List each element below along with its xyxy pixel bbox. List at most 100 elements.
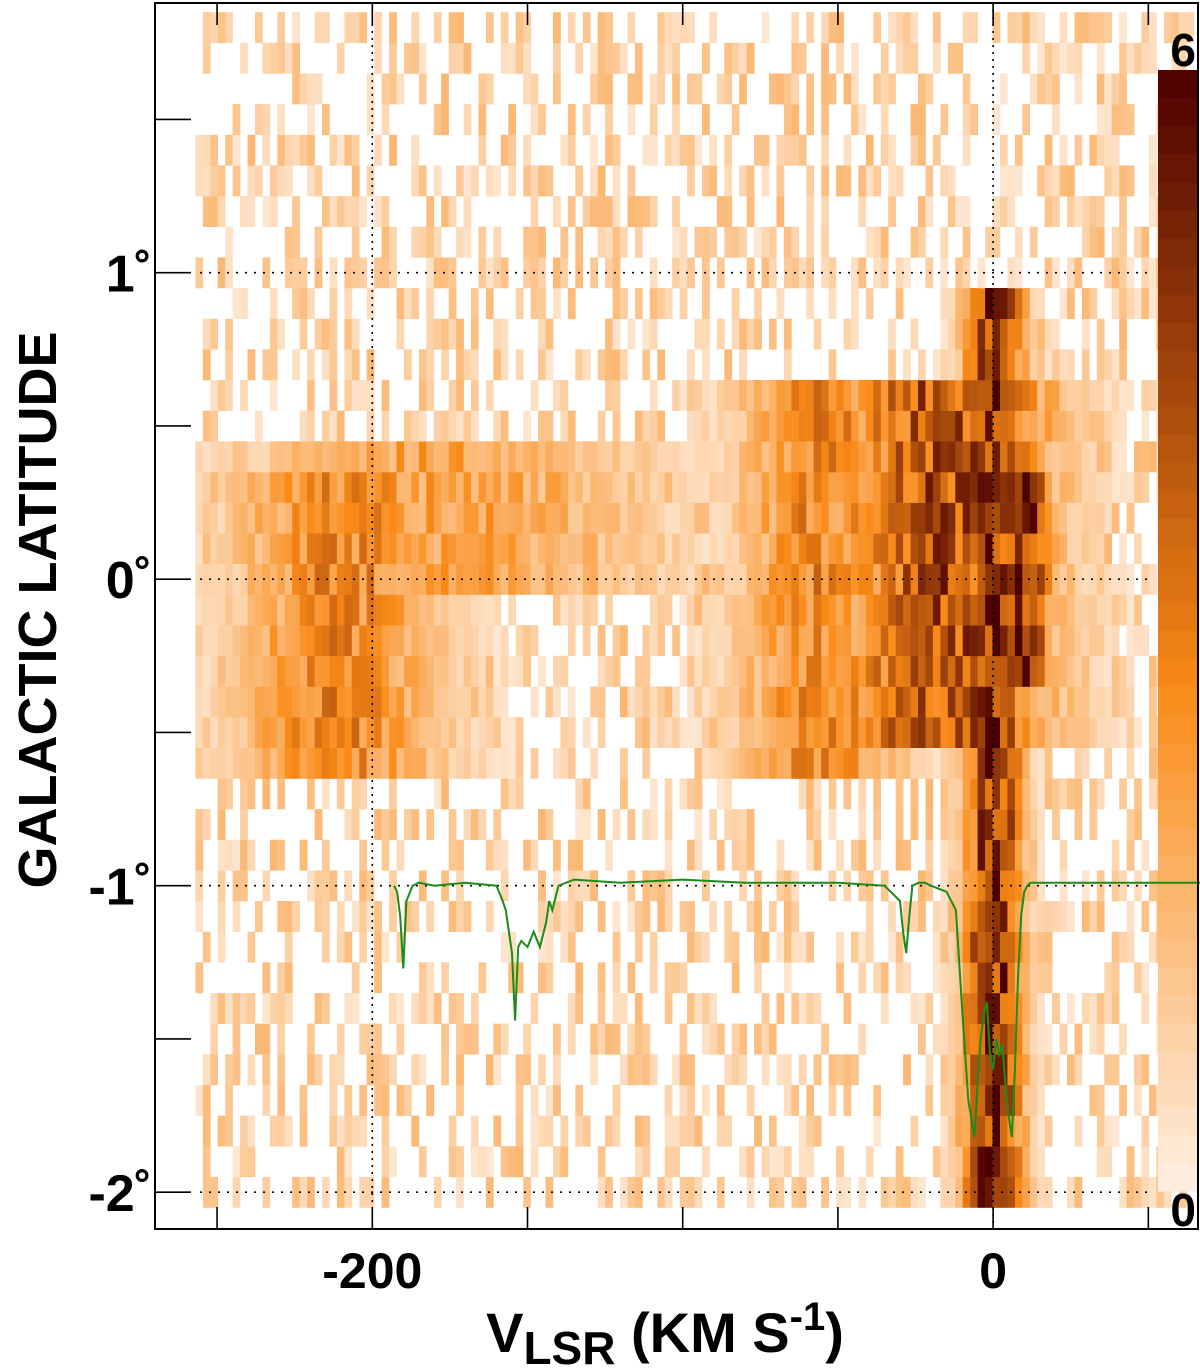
heatmap-cell [292,502,300,534]
heatmap-cell [1052,778,1060,810]
heatmap-cell [471,441,479,473]
heatmap-cell [851,563,859,595]
heatmap-cell [336,747,345,779]
heatmap-cell [754,717,762,748]
heatmap-cell [441,502,449,534]
heatmap-cell [299,471,308,503]
heatmap-cell [985,870,993,902]
heatmap-cell [754,655,762,687]
heatmap-cell [1014,717,1023,748]
heatmap-cell [873,380,881,411]
heatmap-cell [456,747,464,779]
heatmap-cell [560,533,569,565]
heatmap-cell [1096,1023,1105,1055]
heatmap-cell [761,441,770,473]
heatmap-cell [553,901,561,932]
heatmap-cell [456,1146,464,1178]
heatmap-cell [1029,410,1038,442]
heatmap-cell [806,625,814,657]
heatmap-cell [1067,502,1075,534]
heatmap-cell [709,717,718,748]
heatmap-cell [612,196,621,227]
heatmap-cell [500,870,509,902]
heatmap-cell [783,655,792,687]
heatmap-cell [910,809,919,840]
heatmap-cell [292,226,300,258]
heatmap-cell [307,104,315,136]
heatmap-cell [903,901,911,932]
heatmap-cell [970,1084,978,1116]
heatmap-cell [910,410,919,442]
heatmap-cell [567,839,576,871]
heatmap-cell [761,717,770,748]
heatmap-cell [478,134,487,166]
heatmap-cell [970,288,978,319]
heatmap-cell [1104,1146,1112,1178]
heatmap-cell [1126,931,1135,963]
heatmap-cell [307,73,315,105]
colorbar-segment [1158,70,1198,99]
heatmap-cell [560,226,569,258]
heatmap-cell [530,441,539,473]
heatmap-cell [813,594,822,626]
heatmap-cell [724,747,733,779]
heatmap-cell [627,196,636,227]
heatmap-cell [493,1054,502,1086]
heatmap-cell [478,686,487,718]
heatmap-cell [858,717,867,748]
heatmap-cell [255,165,263,197]
heatmap-cell [597,901,606,932]
heatmap-cell [985,349,993,381]
heatmap-cell [366,1023,375,1055]
heatmap-cell [947,962,956,994]
heatmap-cell [299,563,308,595]
heatmap-cell [739,717,747,748]
heatmap-cell [955,870,964,902]
heatmap-cell [940,778,949,810]
heatmap-cell [433,1176,442,1208]
heatmap-cell [240,196,248,227]
heatmap-cell [1111,686,1120,718]
heatmap-cell [992,1054,1001,1086]
heatmap-cell [567,686,576,718]
heatmap-cell [433,257,442,289]
heatmap-cell [612,962,621,994]
heatmap-cell [1074,1054,1083,1086]
heatmap-cell [702,594,710,626]
heatmap-cell [448,441,457,473]
heatmap-cell [702,686,710,718]
heatmap-cell [1081,288,1090,319]
heatmap-cell [299,410,308,442]
heatmap-cell [769,502,777,534]
heatmap-cell [925,717,934,748]
heatmap-cell [202,196,211,227]
heatmap-cell [381,380,390,411]
heatmap-cell [649,563,658,595]
heatmap-cell [985,717,993,748]
heatmap-cell [500,134,509,166]
heatmap-cell [217,563,226,595]
heatmap-cell [925,778,934,810]
heatmap-cell [1007,594,1016,626]
heatmap-cell [284,747,293,779]
heatmap-cell [545,1115,554,1147]
heatmap-cell [389,563,397,595]
heatmap-cell [634,441,643,473]
heatmap-cell [694,318,703,350]
heatmap-cell [851,318,859,350]
heatmap-cell [232,1054,241,1086]
heatmap-cell [1104,471,1112,503]
heatmap-cell [716,410,725,442]
heatmap-cell [1111,717,1120,748]
heatmap-cell [806,717,814,748]
heatmap-cell [627,901,636,932]
heatmap-cell [1037,502,1045,534]
heatmap-cell [1044,901,1053,932]
heatmap-cell [761,1146,770,1178]
heatmap-cell [202,1115,211,1147]
heatmap-cell [1081,318,1090,350]
heatmap-cell [1111,73,1120,105]
heatmap-cell [456,471,464,503]
heatmap-cell [754,533,762,565]
heatmap-cell [1052,318,1060,350]
